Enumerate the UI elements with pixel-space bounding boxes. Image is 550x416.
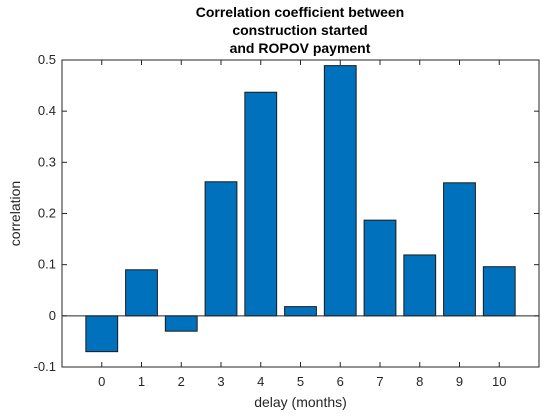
y-tick-label: 0.5 bbox=[38, 52, 56, 67]
bar-8 bbox=[403, 254, 437, 317]
bar-6 bbox=[323, 65, 357, 317]
x-tick-label: 7 bbox=[376, 374, 383, 389]
x-tick-label: 10 bbox=[492, 374, 506, 389]
bar-1 bbox=[125, 269, 158, 317]
x-tick-label: 4 bbox=[257, 374, 264, 389]
y-tick-label: 0.2 bbox=[38, 206, 56, 221]
x-tick-label: 6 bbox=[337, 374, 344, 389]
bar-3 bbox=[204, 181, 238, 317]
y-tick-label: -0.1 bbox=[34, 359, 56, 374]
bar-9 bbox=[443, 182, 476, 317]
x-tick-label: 1 bbox=[138, 374, 145, 389]
y-axis-label: correlation bbox=[7, 181, 23, 246]
bars-group bbox=[85, 65, 516, 353]
bar-4 bbox=[244, 91, 278, 317]
bar-7 bbox=[363, 219, 397, 317]
bar-2 bbox=[164, 315, 198, 332]
x-ticks-group: 0 1 2 3 4 5 6 7 8 9 10 bbox=[98, 60, 506, 389]
bar-0 bbox=[85, 315, 119, 353]
y-tick-label: 0.3 bbox=[38, 154, 56, 169]
x-tick-label: 0 bbox=[98, 374, 105, 389]
chart-title-line-1: Correlation coefficient between bbox=[196, 4, 404, 20]
y-tick-label: 0.4 bbox=[38, 103, 56, 118]
x-axis-label: delay (months) bbox=[254, 394, 347, 410]
bar-5 bbox=[284, 306, 317, 317]
y-tick-label: 0.1 bbox=[38, 257, 56, 272]
x-tick-label: 5 bbox=[297, 374, 304, 389]
chart-title-line-3: and ROPOV payment bbox=[230, 40, 371, 56]
y-tick-label: 0 bbox=[49, 308, 56, 323]
y-ticks-group: -0.1 0 0.1 0.2 0.3 0.4 0.5 bbox=[34, 52, 539, 374]
x-tick-label: 3 bbox=[217, 374, 224, 389]
bar-10 bbox=[482, 266, 516, 317]
x-tick-label: 8 bbox=[416, 374, 423, 389]
chart-title-line-2: construction started bbox=[232, 22, 367, 38]
x-tick-label: 2 bbox=[178, 374, 185, 389]
x-tick-label: 9 bbox=[456, 374, 463, 389]
